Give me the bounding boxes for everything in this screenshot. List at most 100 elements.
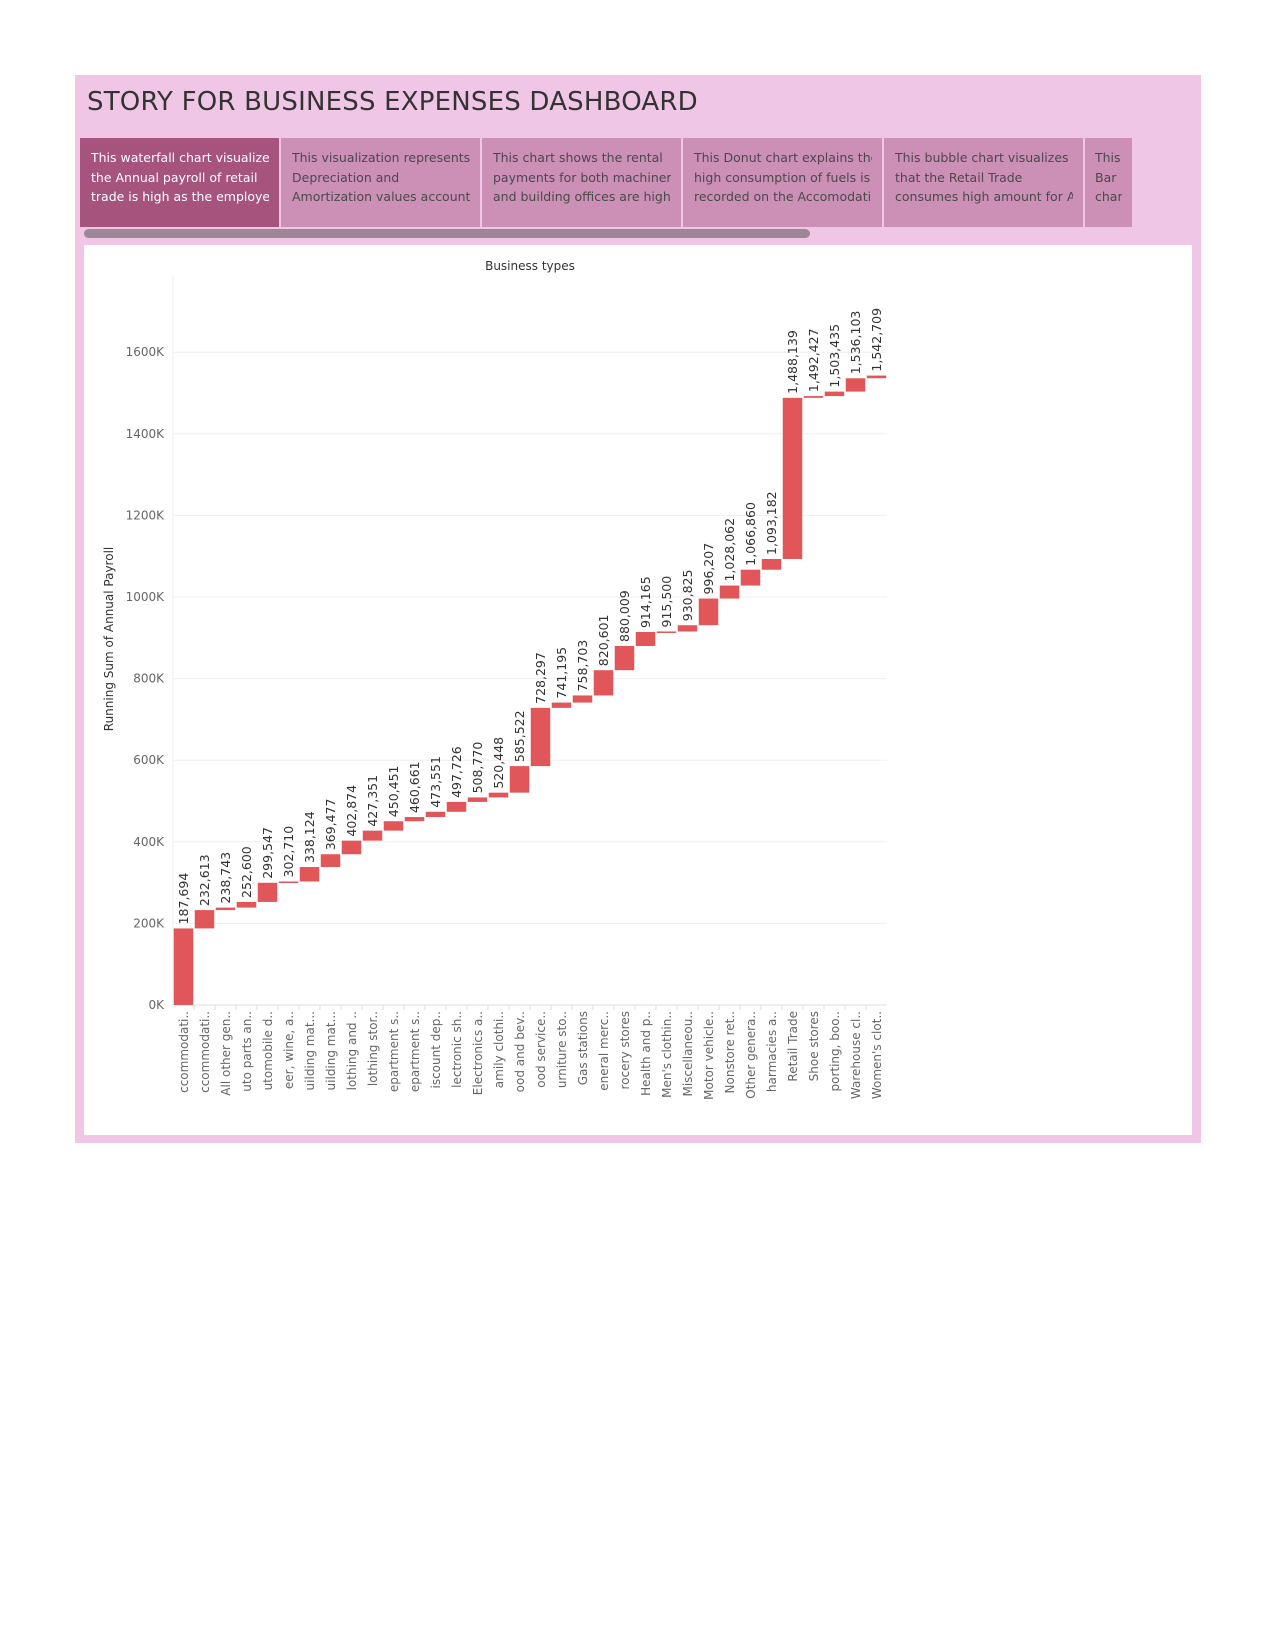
- x-tick-label: Gas stations: [576, 1011, 590, 1085]
- x-tick-label: ood service..: [534, 1011, 548, 1088]
- bar-value-label: 520,448: [491, 737, 506, 789]
- bar-value-label: 728,297: [533, 652, 548, 704]
- x-tick-label: uto parts an..: [240, 1011, 254, 1092]
- y-tick-label: 1400K: [126, 427, 166, 441]
- story-point-text: This: [1095, 150, 1121, 165]
- bar-value-label: 915,500: [659, 576, 674, 628]
- bar-value-label: 1,492,427: [806, 328, 821, 392]
- bar-value-label: 880,009: [617, 590, 632, 642]
- story-point-text: the Annual payroll of retail: [91, 169, 258, 185]
- y-tick-label: 1600K: [126, 345, 166, 359]
- x-tick-label: Motor vehicle..: [702, 1011, 716, 1100]
- story-point-6[interactable]: This Bar char..: [1085, 138, 1132, 227]
- story-point-text: char..: [1095, 189, 1122, 204]
- x-tick-label: Health and p..: [639, 1011, 653, 1096]
- waterfall-bar: [236, 901, 257, 908]
- bar-value-label: 369,477: [323, 799, 338, 851]
- x-tick-label: eneral merc..: [597, 1011, 611, 1091]
- x-tick-label: ccommodati..: [177, 1011, 191, 1093]
- story-point-text: Depreciation and: [292, 169, 400, 185]
- story-point-5[interactable]: This bubble chart visualizes that the Ret…: [884, 138, 1083, 227]
- bar-value-label: 299,547: [260, 827, 275, 879]
- story-scrollbar[interactable]: [84, 227, 1194, 239]
- story-point-text: consumes high amount for A..: [895, 189, 1073, 204]
- waterfall-bar: [635, 632, 656, 646]
- x-tick-label: Nonstore ret..: [723, 1011, 737, 1093]
- bar-value-label: 187,694: [176, 873, 191, 925]
- waterfall-bar: [719, 585, 740, 599]
- x-tick-label: Shoe stores: [807, 1011, 821, 1081]
- waterfall-bar: [425, 811, 446, 818]
- waterfall-bar: [215, 907, 236, 911]
- x-tick-label: All other gen..: [219, 1011, 233, 1096]
- waterfall-bar: [299, 867, 320, 882]
- waterfall-bar: [362, 830, 383, 841]
- waterfall-bar: [320, 854, 341, 868]
- waterfall-bar: [488, 792, 509, 798]
- waterfall-bar: [383, 821, 404, 831]
- story-title: STORY FOR BUSINESS EXPENSES DASHBOARD: [87, 87, 698, 117]
- waterfall-bar: [845, 378, 866, 392]
- y-tick-label: 1000K: [126, 590, 166, 604]
- bar-value-label: 820,601: [596, 614, 611, 666]
- waterfall-bar: [761, 558, 782, 570]
- waterfall-bar: [551, 702, 572, 708]
- waterfall-bar: [341, 840, 362, 855]
- x-tick-label: rocery stores: [618, 1011, 632, 1089]
- y-axis-label: Running Sum of Annual Payroll: [102, 547, 116, 731]
- bar-value-label: 238,743: [218, 852, 233, 904]
- story-frame: STORY FOR BUSINESS EXPENSES DASHBOARD Th…: [75, 75, 1201, 1143]
- y-tick-label: 200K: [133, 916, 165, 930]
- waterfall-bar: [803, 396, 824, 398]
- bar-value-label: 450,451: [386, 766, 401, 818]
- waterfall-bar: [257, 882, 278, 902]
- bar-value-label: 252,600: [239, 846, 254, 898]
- waterfall-bar: [278, 881, 299, 883]
- x-tick-label: ccommodati..: [198, 1011, 212, 1093]
- x-tick-label: lothing and ..: [345, 1011, 359, 1090]
- waterfall-chart-panel: Business types Running Sum of Annual Payr…: [84, 245, 1192, 1135]
- story-point-text: This Donut chart explains the: [694, 150, 872, 165]
- y-tick-label: 0K: [148, 998, 165, 1012]
- story-point-text: high consumption of fuels is: [694, 169, 871, 185]
- x-tick-label: lothing stor..: [366, 1011, 380, 1086]
- y-tick-label: 800K: [133, 672, 165, 686]
- x-tick-label: porting, boo..: [828, 1011, 842, 1092]
- waterfall-bar: [677, 625, 698, 632]
- story-point-text: that the Retail Trade: [895, 169, 1023, 185]
- waterfall-bar: [656, 631, 677, 633]
- bar-value-label: 1,028,062: [722, 518, 737, 582]
- waterfall-bar: [509, 766, 530, 793]
- x-tick-label: epartment s..: [408, 1011, 422, 1092]
- scrollbar-thumb[interactable]: [84, 229, 810, 238]
- waterfall-bar: [698, 598, 719, 626]
- bar-value-label: 473,551: [428, 756, 443, 808]
- story-point-4[interactable]: This Donut chart explains the high consum…: [683, 138, 882, 227]
- x-tick-label: Men's clothin..: [660, 1011, 674, 1098]
- bar-value-label: 302,710: [281, 826, 296, 878]
- bar-value-label: 1,542,709: [869, 308, 884, 372]
- story-point-3[interactable]: This chart shows the rental payments for …: [482, 138, 681, 227]
- bar-value-label: 996,207: [701, 543, 716, 595]
- bar-value-label: 1,093,182: [764, 491, 779, 555]
- x-tick-label: iscount dep..: [429, 1011, 443, 1089]
- waterfall-bar: [824, 391, 845, 397]
- bar-value-label: 232,613: [197, 854, 212, 906]
- bar-value-label: 427,351: [365, 775, 380, 827]
- story-point-text: Amortization values account..: [292, 189, 470, 204]
- story-point-text: This waterfall chart visualizes: [91, 150, 269, 165]
- x-tick-label: ood and bev..: [513, 1011, 527, 1092]
- y-tick-label: 1200K: [126, 508, 166, 522]
- story-point-2[interactable]: This visualization represents Depreciatio…: [281, 138, 480, 227]
- bar-value-label: 930,825: [680, 570, 695, 622]
- waterfall-chart: Business types Running Sum of Annual Payr…: [102, 259, 887, 1100]
- x-tick-label: Electronics a..: [471, 1011, 485, 1095]
- chart-title: Business types: [485, 259, 575, 273]
- story-point-text: This bubble chart visualizes: [895, 150, 1069, 165]
- x-tick-label: lectronic sh..: [450, 1011, 464, 1088]
- story-point-text: and building offices are high ..: [493, 189, 671, 204]
- bar-value-label: 741,195: [554, 647, 569, 699]
- x-tick-label: amily clothi..: [492, 1011, 506, 1088]
- story-point-1[interactable]: This waterfall chart visualizes the Annua…: [80, 138, 279, 227]
- waterfall-bar: [782, 397, 803, 559]
